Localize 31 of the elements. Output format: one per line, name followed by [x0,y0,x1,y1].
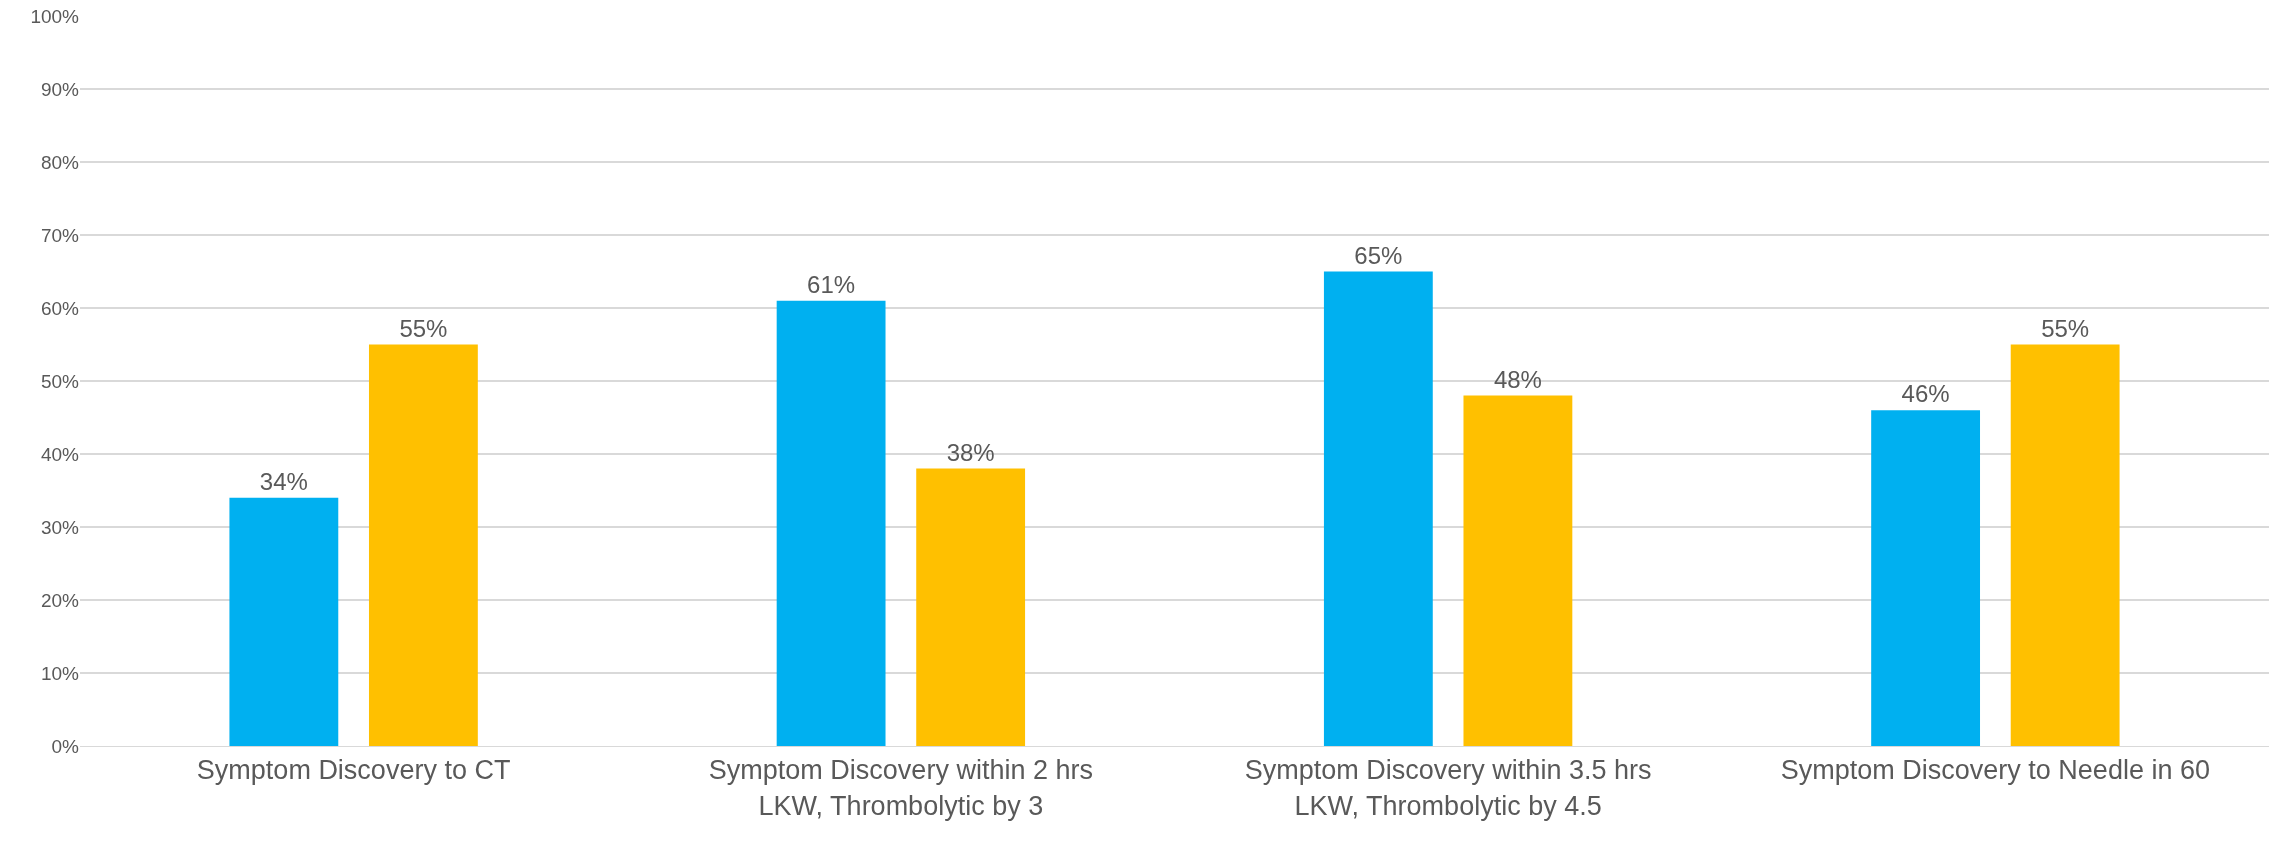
data-label: 55% [2041,314,2090,342]
x-tick-label: Symptom Discovery to Needle in 60 [1780,755,2210,786]
y-tick-label: 80% [40,151,80,173]
bar [1463,395,1573,746]
x-tick-label: Symptom Discovery within 2 hrs LKW, Thrombolytic by 3 [708,755,1093,821]
y-tick-label: 70% [40,224,80,246]
data-label: 34% [259,467,308,495]
bar [229,497,339,746]
data-label: 48% [1493,365,1542,393]
bar [368,344,478,746]
y-tick-label: 90% [40,78,80,100]
y-tick-label: 20% [40,589,80,611]
x-tick-label: Symptom Discovery within 3.5 hrs LKW, Thrombolytic by 4.5 [1244,755,1652,821]
y-tick-label: 100% [30,5,80,27]
y-tick-label: 60% [40,297,80,319]
data-label: 38% [946,438,995,466]
bar [1871,410,1981,746]
bar [916,468,1026,746]
data-label: 55% [399,314,448,342]
y-tick-label: 10% [40,662,80,684]
data-label: 61% [807,270,856,298]
data-label: 65% [1354,241,1403,269]
y-tick-label: 0% [51,735,80,757]
bar [776,300,886,746]
data-label: 46% [1901,380,1950,408]
bar [2010,344,2120,746]
y-tick-label: 40% [40,443,80,465]
bar [1323,271,1433,746]
x-tick-label: Symptom Discovery to CT [196,755,511,786]
y-tick-label: 30% [40,516,80,538]
y-tick-label: 50% [40,370,80,392]
